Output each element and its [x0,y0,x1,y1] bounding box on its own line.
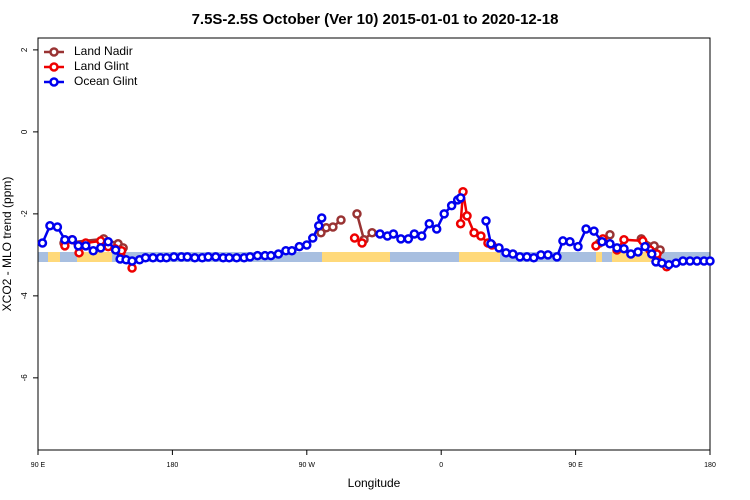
x-tick-label: 90 W [299,462,316,469]
point [103,236,113,247]
x-tick-label: 90 E [31,462,46,469]
y-tick-label: 0 [20,129,29,134]
point [494,243,504,253]
point [455,193,466,203]
point [605,239,615,249]
point [476,231,486,241]
point [308,233,318,243]
point [73,241,84,251]
point [552,252,562,262]
legend-marker [49,77,59,87]
point [60,234,70,245]
point [565,236,575,247]
point [705,256,715,266]
point [633,247,643,257]
y-tick-label: -2 [20,210,29,218]
point [367,227,377,238]
point [543,250,553,260]
point [462,211,472,221]
point [182,252,193,262]
point [328,222,338,232]
x-axis-label: Longitude [348,476,401,490]
point [273,249,284,259]
y-tick-label: 2 [20,47,29,52]
point [336,215,346,225]
point [409,229,420,239]
chart-title: 7.5S-2.5S October (Ver 10) 2015-01-01 to… [192,11,559,28]
x-tick-label: 0 [439,462,443,469]
point [88,246,99,256]
point [45,221,55,231]
point [210,252,221,262]
point [605,230,615,240]
point [431,224,442,234]
point [231,252,242,263]
point [589,226,599,236]
point [486,239,496,249]
point [424,218,435,229]
point [37,238,48,248]
point [349,233,360,243]
point [95,243,106,253]
point [110,245,121,255]
x-tick-label: 180 [704,462,716,469]
point [439,209,449,219]
point [302,240,312,250]
x-tick-label: 90 E [568,462,583,469]
point [388,229,399,239]
point [352,209,362,219]
point [403,234,414,244]
point [67,234,78,245]
point [140,252,151,263]
point [161,252,172,263]
legend-marker [49,47,59,57]
point [294,241,305,252]
y-axis-label: XCO2 - MLO trend (ppm) [0,177,14,312]
point [417,231,427,241]
land-strip [77,252,112,262]
point [245,252,255,262]
point [169,252,179,262]
legend-label: Land Nadir [74,44,133,58]
point [640,241,650,252]
point [81,241,91,251]
point [647,249,657,259]
legend-label: Ocean Glint [74,74,138,88]
point [190,252,200,263]
point [597,236,607,247]
land-mask [38,252,710,262]
point [375,229,385,239]
point [224,252,234,263]
land-strip [612,252,660,262]
y-tick-label: -4 [20,292,29,300]
point [148,252,158,263]
point [357,238,367,248]
point [581,224,591,234]
point [203,252,213,262]
point [619,234,629,245]
point [266,250,276,261]
point [396,234,406,244]
point [619,243,629,254]
land-strip [596,252,602,262]
point [455,218,466,229]
point [127,256,137,266]
point [316,213,327,223]
y-tick-label: -6 [20,374,29,382]
point [52,222,63,232]
point [287,246,297,256]
legend-label: Land Glint [74,59,129,73]
point [252,250,263,261]
land-strip [48,252,60,262]
legend-marker [49,62,59,72]
point [573,241,583,252]
land-strip [322,252,390,262]
point [481,216,491,226]
land-strip [459,252,500,262]
point [591,241,601,251]
point [446,200,457,211]
x-tick-label: 180 [167,462,179,469]
point [313,221,324,231]
